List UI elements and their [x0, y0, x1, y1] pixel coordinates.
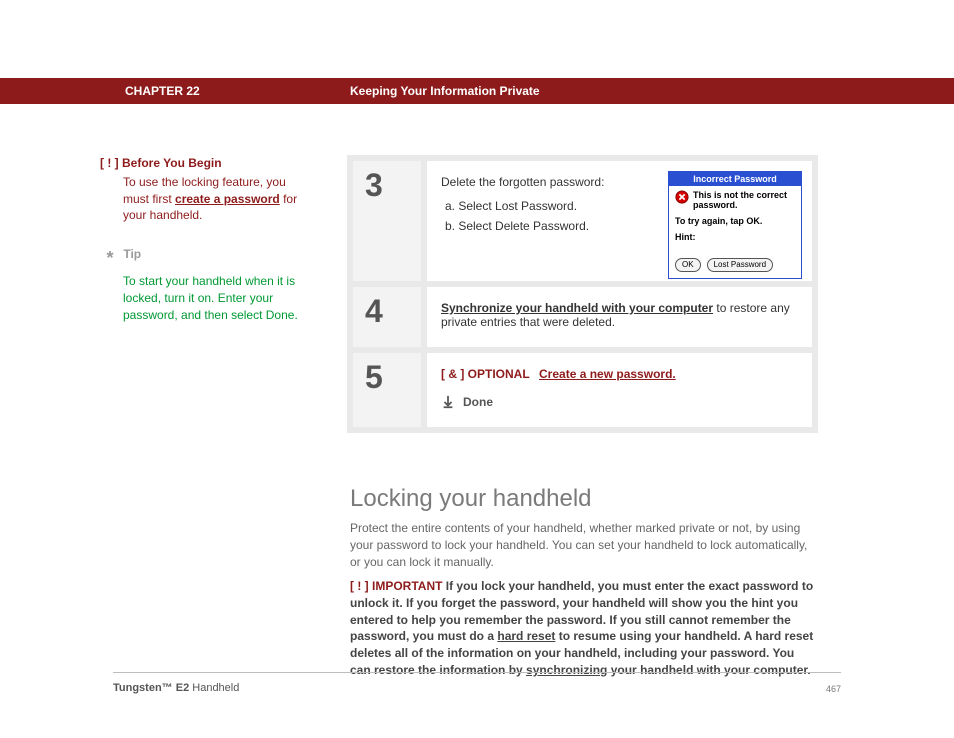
alert-marker: [ ! ] — [100, 156, 119, 170]
create-password-link[interactable]: create a password — [175, 192, 280, 206]
dialog-retry: To try again, tap OK. — [675, 216, 762, 226]
ok-button[interactable]: OK — [675, 258, 701, 272]
dialog-hint-label: Hint: — [675, 232, 696, 242]
step-row: 5 [ & ] OPTIONAL Create a new password. … — [353, 353, 812, 427]
tip-label: Tip — [123, 247, 141, 261]
optional-line: [ & ] OPTIONAL Create a new password. — [441, 367, 798, 381]
before-title: Before You Begin — [122, 156, 222, 170]
section-paragraph: Protect the entire contents of your hand… — [350, 520, 818, 570]
tip-block: * Tip To start your handheld when it is … — [100, 246, 300, 324]
step-sub-b: b. Select Delete Password. — [445, 219, 656, 233]
before-body: To use the locking feature, you must fir… — [123, 174, 300, 224]
important-post: your handheld with your computer. — [607, 663, 810, 677]
step-body: Synchronize your handheld with your comp… — [427, 287, 812, 347]
important-label: IMPORTANT — [372, 579, 442, 593]
section-heading: Locking your handheld — [350, 485, 592, 513]
arrow-down-icon — [441, 395, 455, 409]
steps-panel: 3 Delete the forgotten password: a. Sele… — [347, 155, 818, 433]
optional-label: OPTIONAL — [468, 367, 530, 381]
dialog-message-row: This is not the correct password. — [675, 190, 795, 210]
create-new-password-link[interactable]: Create a new password. — [539, 367, 676, 381]
header-bar: CHAPTER 22 Keeping Your Information Priv… — [0, 78, 954, 104]
page-root: { "header": { "chapter": "CHAPTER 22", "… — [0, 0, 954, 738]
sidebar: [ ! ] Before You Begin To use the lockin… — [100, 155, 300, 324]
page-number: 467 — [826, 684, 841, 694]
dialog-title: Incorrect Password — [669, 172, 801, 186]
tip-body: To start your handheld when it is locked… — [123, 273, 300, 323]
step-row: 3 Delete the forgotten password: a. Sele… — [353, 161, 812, 281]
done-row: Done — [441, 395, 798, 409]
footer-product: Tungsten™ E2 Handheld — [113, 682, 239, 694]
optional-marker: [ & ] — [441, 367, 464, 381]
step-row: 4 Synchronize your handheld with your co… — [353, 287, 812, 347]
footer-product-bold: Tungsten™ E2 — [113, 682, 189, 694]
step-number: 5 — [353, 353, 421, 427]
step-body: Delete the forgotten password: a. Select… — [427, 161, 812, 281]
dialog-buttons: OK Lost Password — [669, 254, 801, 278]
step-body: [ & ] OPTIONAL Create a new password. Do… — [427, 353, 812, 427]
hard-reset-link[interactable]: hard reset — [497, 629, 555, 643]
dialog-body: This is not the correct password. To try… — [669, 186, 801, 254]
important-marker: [ ! ] — [350, 579, 369, 593]
footer-product-rest: Handheld — [189, 682, 239, 694]
incorrect-password-dialog: Incorrect Password This is not the corre… — [668, 171, 802, 279]
lost-password-button[interactable]: Lost Password — [707, 258, 773, 272]
step-number: 4 — [353, 287, 421, 347]
step-lead-text: Delete the forgotten password: — [441, 175, 656, 189]
done-label: Done — [463, 395, 493, 409]
synchronize-link[interactable]: Synchronize your handheld with your comp… — [441, 301, 713, 315]
before-you-begin-block: [ ! ] Before You Begin To use the lockin… — [100, 155, 300, 224]
synchronizing-link[interactable]: synchronizing — [526, 663, 607, 677]
step-number: 3 — [353, 161, 421, 281]
chapter-label: CHAPTER 22 — [125, 84, 200, 98]
dialog-message: This is not the correct password. — [693, 190, 795, 210]
asterisk-icon: * — [100, 246, 120, 271]
step-sub-a: a. Select Lost Password. — [445, 199, 656, 213]
footer-divider — [113, 672, 841, 673]
chapter-title: Keeping Your Information Private — [350, 84, 540, 98]
error-icon — [675, 190, 689, 204]
important-note: [ ! ] IMPORTANT If you lock your handhel… — [350, 578, 818, 679]
